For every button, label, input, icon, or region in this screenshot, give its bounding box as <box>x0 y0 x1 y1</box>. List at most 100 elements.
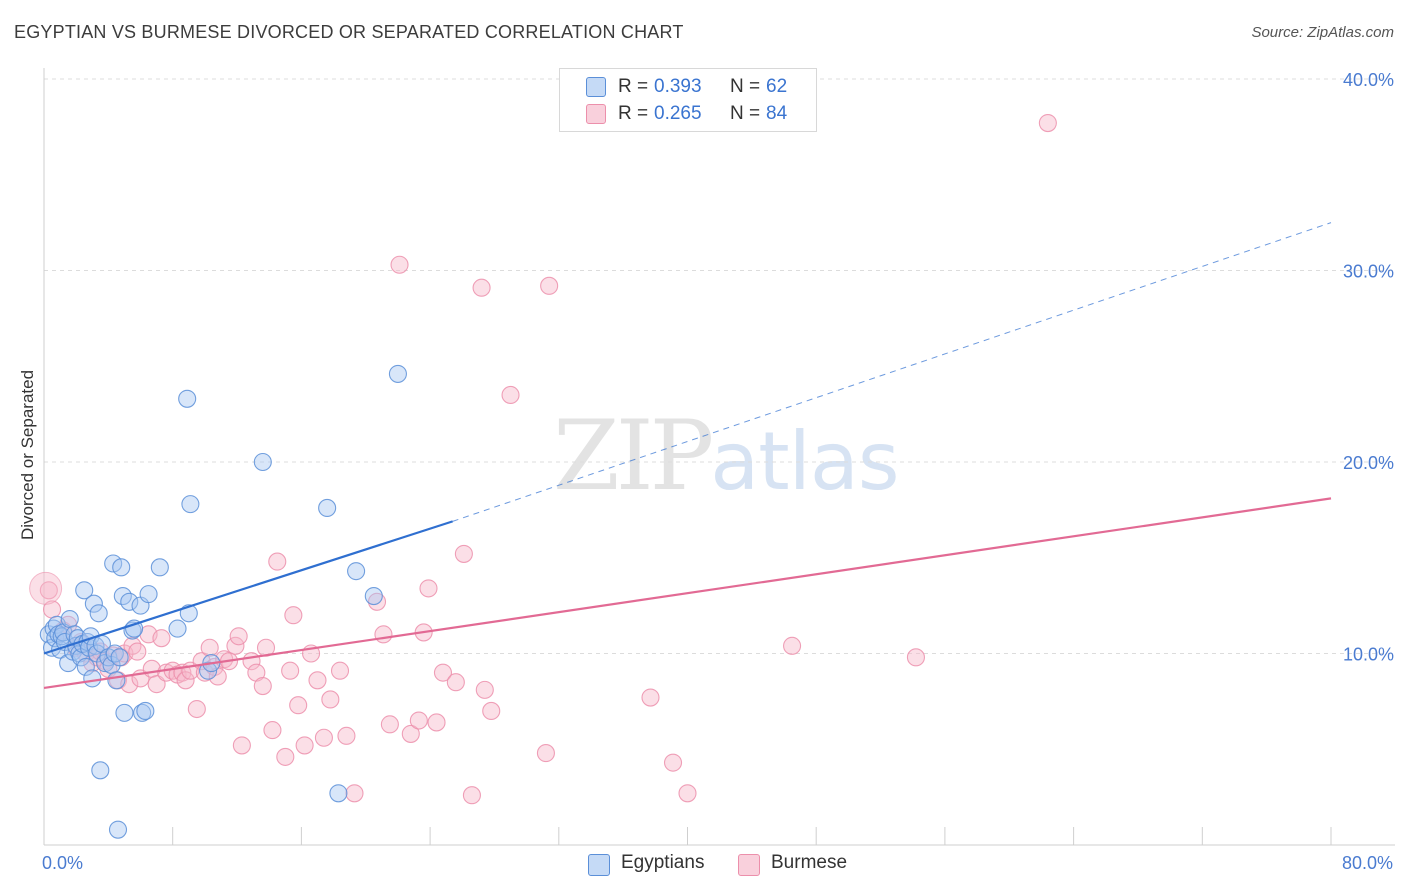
watermark: ZIPatlas <box>553 400 900 512</box>
egyptian-point <box>84 594 103 613</box>
y-tick-label: 40.0% <box>1343 70 1394 90</box>
y-tick-label: 30.0% <box>1343 262 1394 282</box>
burmese-point <box>289 696 308 715</box>
burmese-point <box>314 728 333 747</box>
n-label: N = <box>730 76 761 97</box>
burmese-legend-swatch <box>738 854 760 876</box>
egyptian-point <box>112 558 131 577</box>
burmese-point <box>641 688 660 707</box>
burmese-point <box>128 642 147 661</box>
y-tick-label: 10.0% <box>1343 645 1394 665</box>
egyptian-trend-extension <box>452 222 1332 522</box>
burmese-point <box>540 276 559 295</box>
egyptian-point <box>168 619 187 638</box>
egyptian-point <box>178 389 197 408</box>
n-value: 84 <box>766 103 788 124</box>
burmese-point <box>783 636 802 655</box>
burmese-point <box>678 784 697 803</box>
burmese-point <box>1038 113 1057 133</box>
egyptian-point <box>108 820 128 839</box>
burmese-point <box>226 636 245 655</box>
burmese-point <box>345 784 364 803</box>
burmese-point <box>663 753 683 772</box>
egyptian-point <box>364 586 383 606</box>
burmese-legend-label: Burmese <box>771 852 848 873</box>
y-axis-label: Divorced or Separated <box>18 370 37 540</box>
burmese-point <box>187 699 206 719</box>
burmese-point <box>374 625 393 644</box>
egyptians-swatch <box>586 77 606 97</box>
label-layer: 10.0% 20.0% 30.0% 40.0% 0.0% 80.0% Divorced or… <box>18 70 1394 873</box>
egyptian-point <box>75 581 94 600</box>
burmese-point <box>152 629 171 648</box>
egyptians-legend-swatch <box>588 854 610 876</box>
egyptian-point <box>83 669 102 688</box>
points-layer <box>29 113 1057 839</box>
egyptian-point <box>60 609 79 629</box>
burmese-point <box>268 552 287 571</box>
burmese-point <box>229 627 248 646</box>
burmese-swatch <box>586 104 606 124</box>
burmese-trend-line <box>43 497 1332 690</box>
egyptian-point <box>76 657 95 676</box>
r-value: 0.265 <box>654 103 702 124</box>
egyptian-point <box>150 558 169 577</box>
egyptian-point <box>125 619 144 638</box>
egyptian-point <box>181 495 200 514</box>
burmese-point <box>536 744 555 763</box>
egyptians-legend-label: Egyptians <box>621 852 705 873</box>
stats-legend: R = 0.393 N = 62 R = 0.265 N = 84 <box>559 68 817 132</box>
burmese-point <box>200 638 219 657</box>
burmese-point <box>446 673 465 692</box>
burmese-point <box>29 571 63 605</box>
watermark-zip: ZIP <box>553 400 714 512</box>
egyptian-trend-line <box>43 520 453 655</box>
burmese-point <box>367 592 387 611</box>
burmese-point <box>321 690 340 709</box>
burmese-point <box>401 724 420 743</box>
burmese-point <box>390 255 409 274</box>
burmese-point <box>472 278 491 297</box>
burmese-point <box>281 661 300 680</box>
burmese-point <box>263 721 282 740</box>
egyptian-point <box>133 703 152 722</box>
burmese-point <box>427 713 446 732</box>
burmese-point <box>419 579 438 598</box>
burmese-point <box>253 677 272 696</box>
egyptian-point <box>347 562 366 581</box>
egyptian-point <box>136 701 155 721</box>
burmese-point <box>454 544 473 563</box>
burmese-point <box>337 726 356 745</box>
egyptian-point <box>91 761 110 780</box>
egyptian-point <box>120 592 139 611</box>
egyptian-point <box>139 585 158 604</box>
burmese-point <box>330 661 350 680</box>
burmese-point <box>501 385 520 405</box>
burmese-point <box>409 711 428 730</box>
r-value: 0.393 <box>654 76 702 97</box>
egyptian-point <box>329 784 348 803</box>
r-label: R = <box>618 103 649 124</box>
n-label: N = <box>730 103 761 124</box>
egyptian-point <box>110 648 129 667</box>
burmese-point <box>39 581 58 600</box>
trend-layer <box>43 222 1332 690</box>
burmese-point <box>308 671 327 690</box>
source-label: Source: ZipAtlas.com <box>1251 24 1394 41</box>
axis-layer <box>43 68 1395 846</box>
x-tick-label: 80.0% <box>1342 853 1393 873</box>
burmese-point <box>232 736 251 755</box>
grid-layer <box>44 78 1395 654</box>
egyptian-point <box>115 703 134 722</box>
egyptian-point <box>253 452 272 472</box>
egyptian-point <box>89 604 108 623</box>
egyptian-point <box>388 364 407 383</box>
burmese-point <box>462 786 481 805</box>
chart-title: EGYPTIAN VS BURMESE DIVORCED OR SEPARATE… <box>14 22 684 42</box>
egyptian-point <box>107 671 126 690</box>
burmese-point <box>475 680 494 699</box>
burmese-point <box>284 606 303 625</box>
burmese-point <box>482 701 501 721</box>
burmese-point <box>906 648 925 667</box>
